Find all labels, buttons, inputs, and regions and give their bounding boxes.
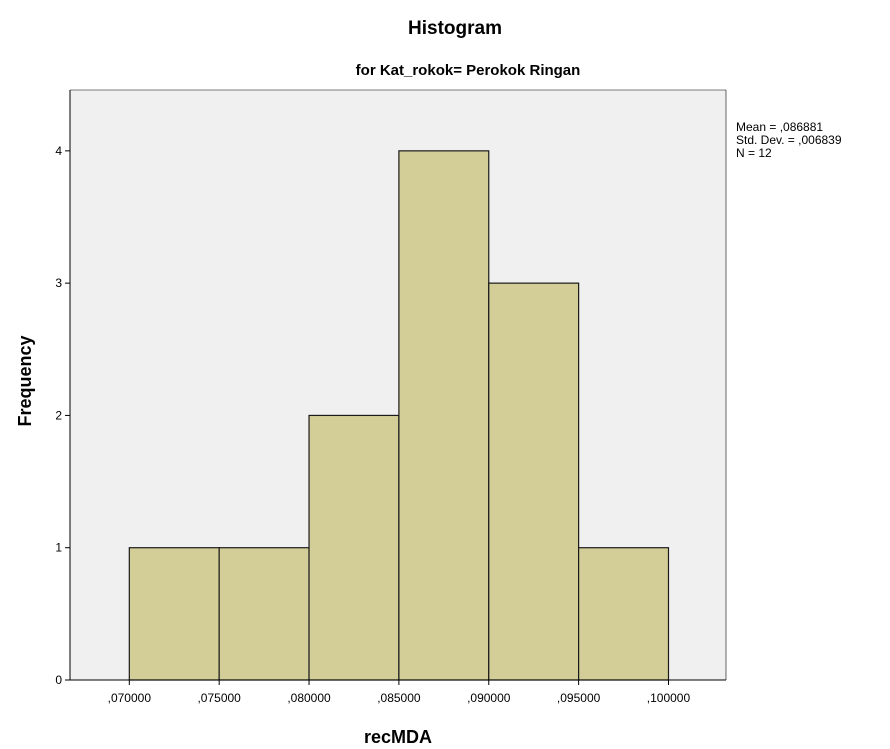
axis-ticks: 0 1 2 3 4 ,070000 ,075000 ,080000 ,085000 ,090000… bbox=[55, 144, 690, 705]
stats-n: N = 12 bbox=[736, 146, 772, 160]
stats-mean: Mean = ,086881 bbox=[736, 120, 823, 134]
histogram-bar-3 bbox=[308, 414, 400, 681]
y-tick-label: 0 bbox=[55, 673, 62, 687]
x-axis-label: recMDA bbox=[364, 727, 432, 747]
histogram-bar-5 bbox=[488, 282, 580, 681]
x-tick-label: ,095000 bbox=[557, 691, 601, 705]
histogram-bar-4 bbox=[398, 150, 490, 681]
chart-title: Histogram bbox=[408, 18, 502, 39]
histogram-bar-6 bbox=[578, 547, 670, 681]
chart-subtitle: for Kat_rokok= Perokok Ringan bbox=[356, 62, 581, 79]
y-axis-label: Frequency bbox=[15, 335, 35, 426]
stats-std-dev: Std. Dev. = ,006839 bbox=[736, 133, 842, 147]
x-tick-label: ,090000 bbox=[467, 691, 511, 705]
y-tick-label: 2 bbox=[55, 408, 62, 422]
x-tick-label: ,085000 bbox=[377, 691, 421, 705]
y-tick-label: 1 bbox=[55, 541, 62, 555]
x-tick-label: ,075000 bbox=[197, 691, 241, 705]
x-tick-label: ,070000 bbox=[108, 691, 152, 705]
x-tick-label: ,100000 bbox=[647, 691, 691, 705]
x-tick-label: ,080000 bbox=[287, 691, 331, 705]
axes bbox=[69, 89, 727, 681]
histogram-bar-2 bbox=[218, 547, 310, 681]
stats-legend: Mean = ,086881 Std. Dev. = ,006839 N = 1… bbox=[736, 120, 842, 160]
y-tick-label: 3 bbox=[55, 276, 62, 290]
histogram-bars bbox=[128, 150, 670, 681]
y-tick-label: 4 bbox=[55, 144, 62, 158]
histogram-bar-1 bbox=[128, 547, 220, 681]
